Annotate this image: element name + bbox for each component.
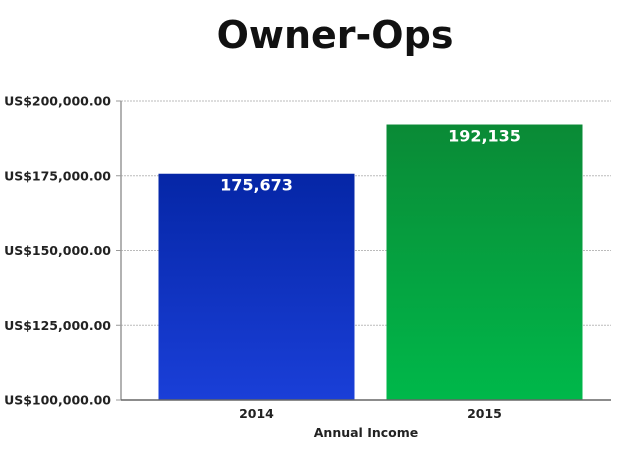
x-tick-label: 2015 [467, 406, 502, 421]
y-tick-label: US$150,000.00 [4, 243, 111, 258]
data-label: 192,135 [448, 127, 521, 146]
y-tick-label: US$175,000.00 [4, 168, 111, 183]
y-tick-label: US$100,000.00 [4, 393, 111, 408]
y-tick-label: US$125,000.00 [4, 318, 111, 333]
x-tick-label: 2014 [239, 406, 274, 421]
bar-2015 [386, 124, 583, 400]
chart-title: Owner-Ops [217, 13, 454, 57]
x-axis-label: Annual Income [314, 425, 419, 440]
bar-2014 [158, 173, 355, 400]
y-tick-label: US$200,000.00 [4, 94, 111, 109]
data-label: 175,673 [220, 176, 293, 195]
